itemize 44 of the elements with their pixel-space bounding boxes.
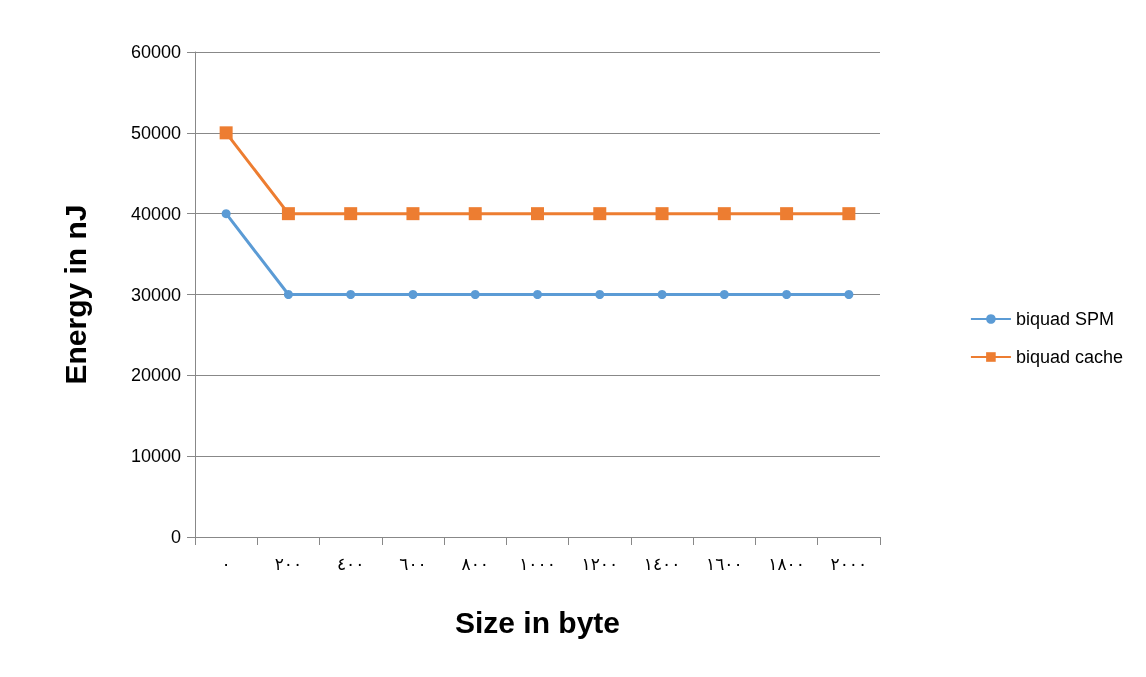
point: [844, 290, 854, 299]
point: [657, 290, 667, 299]
point: [842, 207, 856, 221]
y-tick-label: 0: [170, 527, 181, 547]
point: [533, 290, 542, 299]
point: [782, 290, 792, 299]
point: [531, 207, 544, 221]
legend-label: biquad SPM: [1015, 309, 1114, 329]
point: [719, 290, 729, 299]
x-tick-label: ٦٠٠: [399, 553, 427, 574]
y-tick-label: 40000: [130, 203, 181, 224]
x-axis-title: Size in byte: [454, 605, 621, 639]
point: [655, 207, 669, 221]
y-tick-label: 30000: [130, 284, 181, 305]
point: [593, 207, 607, 221]
x-tick-label: ٤٠٠: [336, 553, 365, 574]
legend-label: biquad cache: [1015, 347, 1124, 367]
point: [470, 290, 480, 299]
y-axis-title: Energy in nJ: [58, 204, 92, 385]
point: [408, 290, 418, 299]
x-tick-label: ٠: [221, 553, 231, 574]
y-tick-label: 10000: [130, 446, 181, 467]
point: [717, 207, 731, 221]
point: [283, 290, 293, 299]
y-tick-label: 50000: [130, 122, 181, 143]
x-tick-label: ١٤٠٠: [643, 553, 681, 574]
point: [468, 207, 482, 221]
point: [406, 207, 420, 221]
point: [346, 290, 356, 299]
point: [281, 207, 295, 221]
y-tick-label: 60000: [130, 42, 181, 62]
x-tick-label: ٢٠٠٠: [830, 553, 868, 574]
y-tick-label: 20000: [130, 365, 181, 386]
point: [219, 126, 233, 140]
point: [780, 207, 794, 221]
x-tick-label: ٨٠٠: [461, 553, 489, 574]
point: [344, 207, 358, 221]
x-tick-label: ١٨٠٠: [768, 553, 805, 574]
point: [221, 209, 231, 219]
point: [595, 290, 605, 299]
x-tick-label: ١٢٠٠: [581, 553, 619, 574]
x-tick-label: ٢٠٠: [274, 553, 303, 574]
x-tick-label: ١٦٠٠: [706, 553, 743, 574]
x-tick-label: ١٠٠٠: [519, 553, 556, 574]
